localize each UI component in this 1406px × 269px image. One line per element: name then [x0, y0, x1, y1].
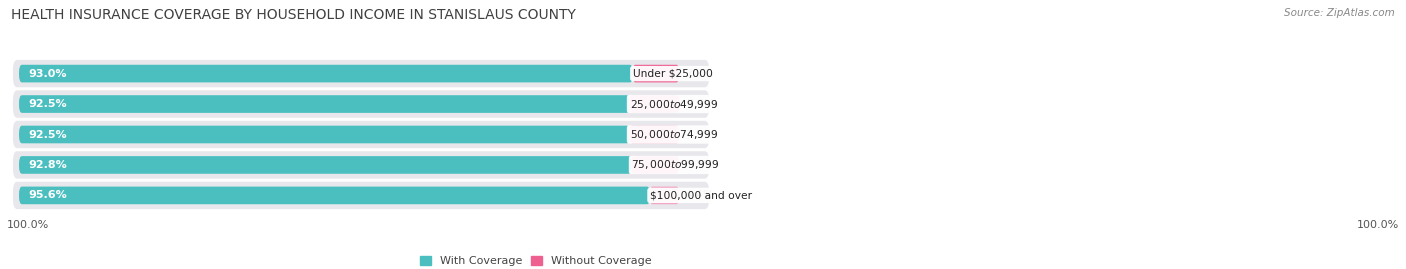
FancyBboxPatch shape — [20, 126, 630, 143]
Text: Source: ZipAtlas.com: Source: ZipAtlas.com — [1284, 8, 1395, 18]
Text: $100,000 and over: $100,000 and over — [650, 190, 752, 200]
FancyBboxPatch shape — [20, 95, 630, 113]
Text: 92.5%: 92.5% — [28, 129, 67, 140]
Text: Under $25,000: Under $25,000 — [633, 69, 713, 79]
Text: 7.0%: 7.0% — [685, 69, 713, 79]
Text: 93.0%: 93.0% — [28, 69, 67, 79]
Text: 4.4%: 4.4% — [685, 190, 713, 200]
FancyBboxPatch shape — [13, 182, 709, 209]
Text: 92.8%: 92.8% — [28, 160, 67, 170]
Text: 7.6%: 7.6% — [686, 99, 714, 109]
FancyBboxPatch shape — [633, 65, 679, 82]
Text: 100.0%: 100.0% — [7, 220, 49, 230]
Text: 7.5%: 7.5% — [685, 129, 713, 140]
FancyBboxPatch shape — [13, 60, 709, 87]
Text: 7.2%: 7.2% — [685, 160, 713, 170]
FancyBboxPatch shape — [13, 90, 709, 118]
Text: $25,000 to $49,999: $25,000 to $49,999 — [630, 98, 718, 111]
FancyBboxPatch shape — [13, 121, 709, 148]
Text: 95.6%: 95.6% — [28, 190, 67, 200]
FancyBboxPatch shape — [630, 95, 679, 113]
Text: $75,000 to $99,999: $75,000 to $99,999 — [631, 158, 720, 171]
FancyBboxPatch shape — [631, 156, 679, 174]
FancyBboxPatch shape — [630, 126, 679, 143]
FancyBboxPatch shape — [650, 187, 679, 204]
FancyBboxPatch shape — [20, 187, 650, 204]
FancyBboxPatch shape — [20, 65, 633, 82]
FancyBboxPatch shape — [20, 156, 631, 174]
Text: 92.5%: 92.5% — [28, 99, 67, 109]
Text: $50,000 to $74,999: $50,000 to $74,999 — [630, 128, 718, 141]
Text: 100.0%: 100.0% — [1357, 220, 1399, 230]
Legend: With Coverage, Without Coverage: With Coverage, Without Coverage — [420, 256, 652, 266]
FancyBboxPatch shape — [13, 151, 709, 179]
Text: HEALTH INSURANCE COVERAGE BY HOUSEHOLD INCOME IN STANISLAUS COUNTY: HEALTH INSURANCE COVERAGE BY HOUSEHOLD I… — [11, 8, 576, 22]
